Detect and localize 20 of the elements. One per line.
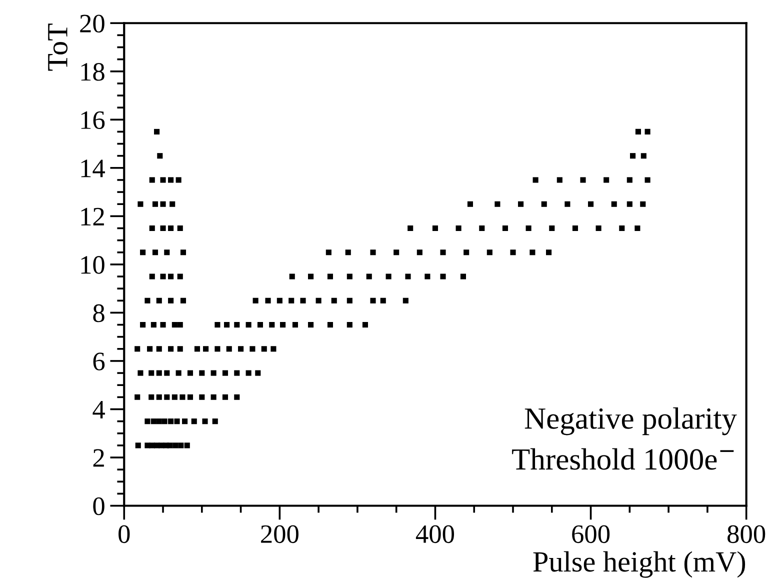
y-tick-label: 0 (93, 497, 104, 516)
y-tick-label: 8 (93, 304, 104, 322)
annotation: Negative polarity (524, 407, 737, 436)
annotation: Threshold 1000e$^{−}$ (512, 448, 734, 470)
x-tick-label: 600 (572, 525, 610, 544)
y-tick-label: 20 (80, 14, 104, 33)
y-tick-label: 18 (81, 62, 104, 81)
y-tick-label: 12 (81, 208, 104, 226)
x-tick-label: 400 (416, 525, 454, 544)
y-tick-label: 4 (92, 401, 105, 418)
x-tick-label: 200 (261, 525, 298, 544)
x-axis-title: Pulse height (mV) (533, 551, 746, 578)
y-tick-label: 14 (81, 160, 105, 178)
y-axis-title: ToT (48, 24, 68, 71)
x-tick-label: 0 (118, 525, 130, 544)
x-tick-label: 800 (728, 525, 766, 544)
y-tick-label: 16 (81, 111, 105, 130)
y-tick-label: 10 (81, 256, 104, 274)
y-tick-label: 6 (93, 352, 105, 370)
y-tick-label: 2 (93, 449, 104, 467)
